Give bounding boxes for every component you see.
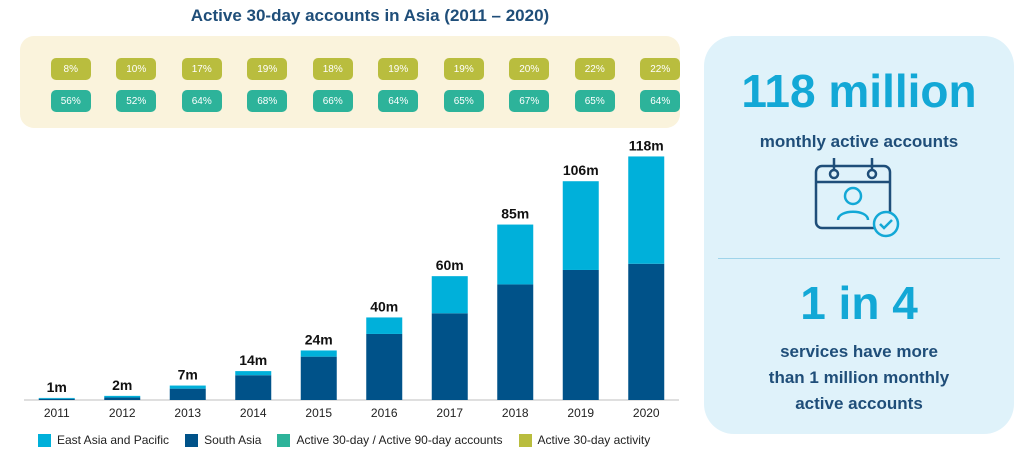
x-tick-label: 2018: [502, 406, 529, 420]
chart-legend: East Asia and Pacific South Asia Active 30…: [38, 433, 666, 447]
ratio-chip: 65%: [574, 90, 615, 112]
x-tick-label: 2015: [305, 406, 332, 420]
stacked-bar-chart: 1m 2011 2m 2012 7m 2013 14m 2014 24m 2015 40m 2016 6…: [24, 137, 679, 420]
legend-item: Active 30-day activity: [518, 433, 651, 447]
bar-total-label: 85m: [501, 206, 529, 222]
x-tick-label: 2014: [240, 406, 267, 420]
bar-south-asia-2016: [366, 333, 403, 400]
bar-south-asia-2014: [235, 375, 272, 400]
activity-chip: 19%: [247, 58, 288, 80]
bar-east-asia-and-pacific-2013: [169, 385, 206, 389]
bar-south-asia-2018: [497, 284, 534, 400]
legend-swatch: [185, 433, 199, 447]
legend-swatch: [38, 433, 51, 447]
x-tick-label: 2017: [436, 406, 463, 420]
bar-south-asia-2017: [431, 313, 468, 400]
activity-chip: 18%: [312, 58, 353, 80]
legend-item: East Asia and Pacific: [38, 433, 169, 447]
x-tick-label: 2012: [109, 406, 136, 420]
ratio-chip: 65%: [443, 90, 484, 112]
stat-caption-line-1: services have more: [780, 342, 938, 361]
bar-south-asia-2015: [300, 356, 337, 400]
ratio-chip: 67%: [509, 90, 550, 112]
legend-swatch: [277, 433, 291, 447]
bar-east-asia-and-pacific-2014: [235, 371, 272, 376]
ratio-chip: 52%: [116, 90, 157, 112]
bar-south-asia-2012: [104, 397, 141, 400]
bar-south-asia-2013: [169, 388, 206, 400]
x-tick-label: 2019: [567, 406, 594, 420]
bar-south-asia-2020: [628, 263, 665, 400]
bar-total-label: 7m: [178, 367, 198, 383]
activity-chip: 10%: [116, 58, 157, 80]
activity-chip: 17%: [181, 58, 222, 80]
ratio-chip: 64%: [378, 90, 419, 112]
bar-east-asia-and-pacific-2020: [628, 156, 665, 264]
bar-east-asia-and-pacific-2011: [38, 397, 75, 399]
bar-east-asia-and-pacific-2016: [366, 317, 403, 334]
panel-divider: [718, 258, 1000, 259]
headline-caption: monthly active accounts: [759, 132, 959, 151]
bar-total-label: 14m: [239, 352, 267, 368]
legend-label: Active 30-day / Active 90-day accounts: [296, 433, 503, 447]
stat-caption-line-2: than 1 million monthly: [768, 368, 950, 387]
bar-total-label: 40m: [370, 298, 398, 314]
activity-chip: 19%: [378, 58, 419, 80]
chart-title: Active 30-day accounts in Asia (2011 – 2…: [190, 6, 550, 25]
x-tick-label: 2020: [633, 406, 660, 420]
bar-total-label: 118m: [629, 137, 664, 153]
activity-chip: 19%: [443, 58, 484, 80]
bar-south-asia-2011: [38, 398, 75, 400]
bar-east-asia-and-pacific-2015: [300, 350, 337, 357]
ratio-chip: 68%: [247, 90, 288, 112]
activity-chip: 20%: [509, 58, 550, 80]
x-tick-label: 2016: [371, 406, 398, 420]
legend-swatch: [518, 433, 532, 447]
summary-panel: 118 million monthly active accounts 1 in…: [704, 36, 1014, 434]
legend-label: East Asia and Pacific: [57, 433, 170, 447]
legend-item: South Asia: [185, 433, 261, 447]
calendar-user-check-icon: [814, 158, 900, 238]
bar-total-label: 106m: [563, 162, 599, 178]
legend-item: Active 30-day / Active 90-day accounts: [277, 433, 503, 447]
bar-east-asia-and-pacific-2018: [497, 224, 534, 285]
headline-number: 118 million: [741, 65, 977, 117]
ratio-chip: 64%: [181, 90, 222, 112]
x-tick-label: 2011: [44, 406, 70, 420]
stat-number: 1 in 4: [800, 277, 918, 329]
ratio-chip: 64%: [640, 90, 681, 112]
bar-east-asia-and-pacific-2017: [431, 276, 468, 314]
stat-caption-line-3: active accounts: [795, 394, 923, 413]
ratio-chip: 56%: [50, 90, 91, 112]
activity-chip: 8%: [50, 58, 91, 80]
bar-total-label: 60m: [436, 257, 464, 273]
activity-chip: 22%: [574, 58, 615, 80]
legend-label: South Asia: [204, 433, 262, 447]
bar-east-asia-and-pacific-2019: [562, 181, 599, 270]
bar-south-asia-2019: [562, 269, 599, 400]
activity-chip: 22%: [640, 58, 681, 80]
ratio-panel: [20, 36, 680, 128]
x-tick-label: 2013: [174, 406, 201, 420]
ratio-chip: 66%: [312, 90, 353, 112]
bar-east-asia-and-pacific-2012: [104, 395, 141, 398]
legend-label: Active 30-day activity: [537, 433, 651, 447]
bar-total-label: 24m: [305, 331, 333, 347]
bar-total-label: 2m: [112, 377, 132, 393]
bar-total-label: 1m: [47, 379, 67, 395]
